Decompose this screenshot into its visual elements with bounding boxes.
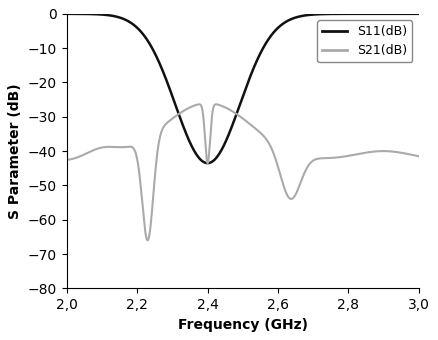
S21(dB) <box>344 154 349 158</box>
Line: S11(dB): S11(dB) <box>67 14 419 163</box>
X-axis label: Frequency (GHz): Frequency (GHz) <box>178 318 308 332</box>
S21(dB) <box>213 102 219 106</box>
Y-axis label: S Parameter (dB): S Parameter (dB) <box>8 83 22 219</box>
S11(dB) <box>416 12 421 16</box>
S21(dB) <box>416 154 421 158</box>
S21(dB) <box>64 158 70 162</box>
Line: S21(dB): S21(dB) <box>67 104 419 240</box>
Legend: S11(dB), S21(dB): S11(dB), S21(dB) <box>318 20 413 62</box>
S21(dB) <box>325 156 330 160</box>
S11(dB) <box>344 12 349 16</box>
S11(dB) <box>325 12 330 16</box>
S11(dB) <box>288 17 293 21</box>
S11(dB) <box>82 12 87 16</box>
S21(dB) <box>82 152 87 156</box>
S11(dB) <box>64 12 70 16</box>
S21(dB) <box>288 197 293 201</box>
S21(dB) <box>272 156 278 160</box>
S21(dB) <box>145 238 150 242</box>
S11(dB) <box>272 29 278 33</box>
S11(dB) <box>205 161 210 165</box>
S21(dB) <box>192 104 197 108</box>
S11(dB) <box>192 149 197 153</box>
